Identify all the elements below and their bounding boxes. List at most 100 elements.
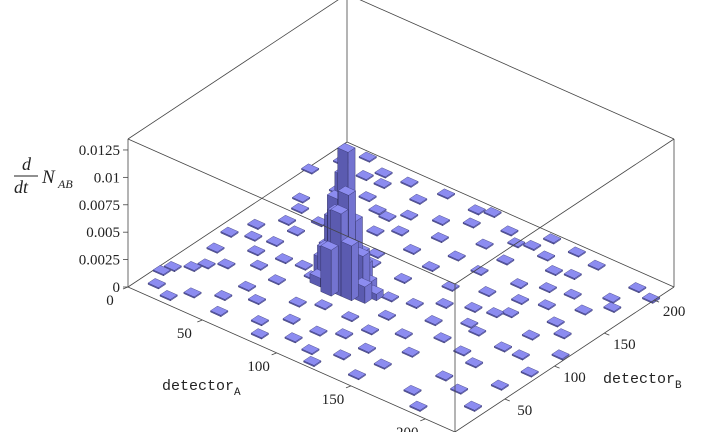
x-axis-title-sub: A [234,387,241,399]
floor-bin [409,400,428,412]
floor-bin [510,294,530,306]
floor-bin [267,274,287,286]
floor-bin [367,247,386,260]
y-tick-label: 50 [517,403,532,419]
z-axis-title: d dt N AB [14,154,73,197]
floor-bin [460,317,479,329]
floor-bin [435,370,454,382]
floor-bin [436,188,456,200]
floor-bin [507,237,526,249]
floor-bin [244,230,263,242]
x-tick-label: 150 [322,392,345,408]
x-axis-title-base: detector [162,378,234,395]
box-edge-back [346,141,675,288]
box-edge-front [454,286,675,433]
floor-bin [523,239,542,252]
floor-bin [553,328,572,340]
floor-bin [249,259,269,271]
z-tick-label: 0.0125 [79,143,120,159]
y-tick-mark [504,398,510,402]
bounding-box-back [127,0,675,288]
box-edge-back [359,0,675,140]
floor-bin [551,349,570,361]
floor-bin [355,170,374,182]
x-tick-mark [345,385,352,389]
floor-bin [500,225,519,237]
z-tick-label: 0.01 [94,170,120,186]
z-tick-label: 0.0025 [79,253,120,269]
floor-bin [358,151,377,163]
floor-bin [602,292,621,304]
z-tick-label: 0.0075 [79,198,120,214]
floor-bin [537,299,556,311]
floor-bin [462,217,481,229]
y-axis-title: detector B [603,371,682,392]
box-edge-front [454,138,675,285]
floor-bin [641,292,661,304]
floor-bin [301,163,320,175]
x-tick-mark [420,418,426,422]
floor-bin [250,315,270,327]
floor-bin [288,296,307,308]
floor-bin [247,294,267,306]
floor-bin [366,225,385,237]
floor-bin [220,226,239,238]
floor-bin [294,259,313,271]
floor-bin [403,384,422,397]
floor-bin [400,176,419,188]
floor-bin [521,329,540,341]
y-tick-mark [604,332,610,336]
floor-bin [486,307,505,319]
floor-bin [357,342,377,354]
floor-bin [152,265,171,277]
x-axis-title: detector A [162,378,241,399]
z-axis-title-denominator: dt [14,177,29,197]
floor-bin [333,349,352,361]
floor-bin [574,304,593,316]
floor-bin [464,301,483,314]
floor-bin [303,355,322,368]
floor-bin [217,258,236,270]
y-tick-label: 100 [563,370,586,386]
x-tick-label: 50 [177,326,192,342]
y-tick-mark [653,299,660,303]
floor-bin [250,328,269,340]
z-axis-title-base: N [41,167,56,188]
floor-bin [374,167,393,179]
floor-bin [265,236,285,248]
z-tick-label: 0 [113,280,121,296]
box-edge-back [127,0,339,140]
floor-bin [467,204,486,216]
floor-bin [206,242,225,254]
x-tick-label: 0 [106,293,114,309]
floor-bin [544,265,564,277]
floor-bin [546,316,565,328]
peak-bar [320,240,339,297]
floor-bin [373,178,392,190]
z-axis-title-sub: AB [57,177,73,191]
floor-bin [358,191,377,203]
floor-bin [603,301,622,314]
floor-bin [286,225,306,237]
y-tick-label: 200 [663,304,686,320]
y-tick-label: 150 [613,337,636,353]
floor-bin [450,383,469,395]
floor-bin [282,313,301,325]
floor-bin [347,369,367,381]
box-edge-front [127,286,456,433]
floor-bin [393,272,413,285]
floor-bin [380,291,400,303]
x-tick-mark [271,352,277,356]
floor-bin [284,332,303,344]
x-tick-label: 100 [247,359,270,375]
floor-bin [147,278,166,290]
floor-bin [309,325,328,337]
floor-bin [465,357,484,369]
floor-bin [470,265,489,277]
floor-bin [400,209,419,221]
floor-bin [247,218,266,231]
floor-bin [210,305,229,318]
floor-bin [183,261,202,273]
